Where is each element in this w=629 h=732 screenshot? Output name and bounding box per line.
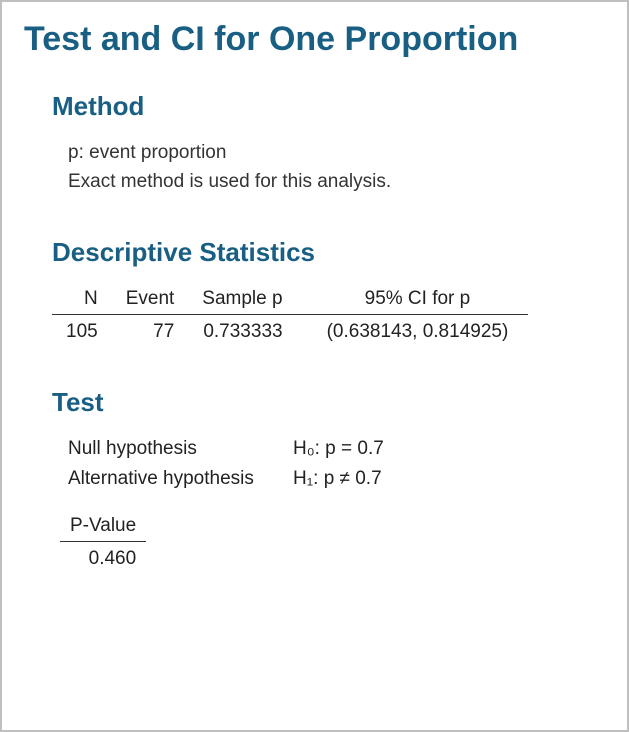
- page-title: Test and CI for One Proportion: [24, 20, 605, 59]
- method-section: Method p: event proportion Exact method …: [24, 91, 605, 197]
- test-heading: Test: [52, 387, 605, 418]
- method-heading: Method: [52, 91, 605, 122]
- alt-hypothesis-value: H₁: p ≠ 0.7: [293, 464, 382, 494]
- alt-hypothesis-label: Alternative hypothesis: [68, 464, 293, 494]
- col-n: N: [52, 284, 112, 315]
- cell-sample-p: 0.733333: [188, 314, 296, 347]
- pvalue-value: 0.460: [60, 542, 146, 572]
- pvalue-label: P-Value: [60, 513, 146, 542]
- cell-event: 77: [112, 314, 189, 347]
- cell-ci: (0.638143, 0.814925): [297, 314, 529, 347]
- null-hypothesis-row: Null hypothesis H₀: p = 0.7: [52, 434, 605, 464]
- col-event: Event: [112, 284, 189, 315]
- table-header-row: N Event Sample p 95% CI for p: [52, 284, 528, 315]
- cell-n: 105: [52, 314, 112, 347]
- null-hypothesis-label: Null hypothesis: [68, 434, 293, 464]
- descriptive-table: N Event Sample p 95% CI for p 105 77 0.7…: [52, 284, 528, 347]
- method-line-2: Exact method is used for this analysis.: [52, 167, 605, 196]
- col-ci: 95% CI for p: [297, 284, 529, 315]
- table-row: 105 77 0.733333 (0.638143, 0.814925): [52, 314, 528, 347]
- method-line-1: p: event proportion: [52, 138, 605, 167]
- descriptive-section: Descriptive Statistics N Event Sample p …: [24, 237, 605, 347]
- null-hypothesis-value: H₀: p = 0.7: [293, 434, 384, 464]
- alt-hypothesis-row: Alternative hypothesis H₁: p ≠ 0.7: [52, 464, 605, 494]
- col-sample-p: Sample p: [188, 284, 296, 315]
- method-body: p: event proportion Exact method is used…: [52, 138, 605, 197]
- test-section: Test Null hypothesis H₀: p = 0.7 Alterna…: [24, 387, 605, 572]
- descriptive-heading: Descriptive Statistics: [52, 237, 605, 268]
- pvalue-block: P-Value 0.460: [60, 513, 146, 572]
